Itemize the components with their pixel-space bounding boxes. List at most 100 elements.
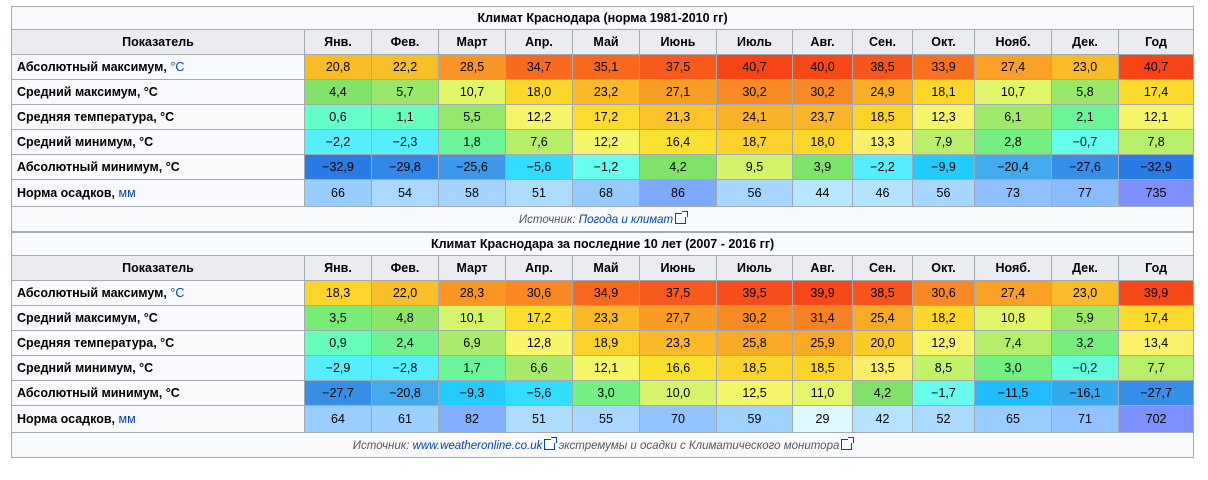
value-cell: 17,2	[505, 305, 573, 331]
source-link[interactable]: www.weatheronline.co.uk	[412, 439, 543, 452]
value-cell: 18,9	[572, 330, 640, 356]
source-link[interactable]: Погода и климат	[578, 213, 674, 226]
column-header-month: Фев.	[371, 29, 439, 55]
value-cell: 27,1	[639, 79, 717, 105]
precipitation-row: Норма осадков, мм 66 54 58 51 68 86 56 44 46 56 73 7…	[11, 179, 1195, 207]
value-cell: 68	[572, 179, 640, 207]
unit-link[interactable]: °C	[170, 60, 185, 74]
column-header-month: Сен.	[852, 29, 913, 55]
table-row: Средний максимум, °C 3,5 4,8 10,1 17,2 23,3 27…	[11, 305, 1195, 331]
unit-link[interactable]: °C	[170, 286, 185, 300]
source-row: Источник: Погода и климат	[10, 206, 1195, 232]
precipitation-row: Норма осадков, мм 64 61 82 51 55 70 59 29 42 52 65 7…	[11, 405, 1195, 433]
source-note: Источник: www.weatheronline.co.uk экстре…	[10, 432, 1195, 458]
row-label-text: Средний минимум, °C	[17, 361, 154, 375]
column-header-month: Июнь	[639, 255, 717, 281]
value-cell: 16,6	[639, 355, 717, 381]
row-label-text: Средняя температура, °C	[17, 110, 175, 124]
row-label-text: Абсолютный минимум, °C	[17, 160, 180, 174]
value-cell: −32,9	[304, 154, 372, 180]
column-header-month: Фев.	[371, 255, 439, 281]
column-header-month: Янв.	[304, 29, 372, 55]
column-header-month: Июль	[716, 255, 793, 281]
year-value-cell: 17,4	[1117, 79, 1195, 105]
value-cell: 18,7	[716, 129, 793, 155]
value-cell: 66	[304, 179, 372, 207]
row-label: Средняя температура, °C	[11, 104, 305, 130]
table-caption: Климат Краснодара (норма 1981-2010 гг)	[10, 6, 1195, 30]
value-cell: −2,8	[371, 355, 439, 381]
value-cell: 39,5	[716, 280, 793, 306]
year-value-cell: −32,9	[1117, 154, 1195, 180]
external-link-icon	[841, 436, 855, 450]
value-cell: 22,2	[371, 54, 439, 80]
value-cell: 6,1	[974, 104, 1052, 130]
year-value-cell: 12,1	[1117, 104, 1195, 130]
value-cell: 12,1	[572, 355, 640, 381]
column-header-month: Дек.	[1051, 255, 1119, 281]
source-suffix: экстремумы и осадки с Климатического мон…	[555, 439, 840, 452]
value-cell: −16,1	[1051, 380, 1119, 406]
value-cell: −1,2	[572, 154, 640, 180]
row-label-text: Абсолютный максимум,	[17, 286, 167, 300]
value-cell: −9,9	[912, 154, 975, 180]
value-cell: −9,3	[438, 380, 506, 406]
row-label-text: Абсолютный максимум,	[17, 60, 167, 74]
value-cell: 2,4	[371, 330, 439, 356]
value-cell: −1,7	[912, 380, 975, 406]
value-cell: 30,6	[912, 280, 975, 306]
value-cell: 25,9	[792, 330, 853, 356]
value-cell: −2,9	[304, 355, 372, 381]
unit-link[interactable]: мм	[118, 412, 136, 426]
value-cell: −27,6	[1051, 154, 1119, 180]
unit-link[interactable]: мм	[118, 186, 136, 200]
column-header-month: Янв.	[304, 255, 372, 281]
row-label: Средняя температура, °C	[11, 330, 305, 356]
value-cell: 61	[371, 405, 439, 433]
value-cell: 27,7	[639, 305, 717, 331]
value-cell: 44	[792, 179, 853, 207]
value-cell: 12,3	[912, 104, 975, 130]
column-header-year: Год	[1117, 29, 1195, 55]
value-cell: −0,7	[1051, 129, 1119, 155]
climate-tables-container: Климат Краснодара (норма 1981-2010 гг) По…	[10, 6, 1195, 458]
value-cell: 77	[1051, 179, 1119, 207]
value-cell: 35,1	[572, 54, 640, 80]
value-cell: 2,8	[974, 129, 1052, 155]
column-header-month: Март	[438, 29, 506, 55]
row-label: Норма осадков, мм	[11, 405, 305, 433]
value-cell: 18,5	[792, 355, 853, 381]
value-cell: 29	[792, 405, 853, 433]
row-label-text: Средний максимум, °C	[17, 85, 158, 99]
value-cell: 18,3	[304, 280, 372, 306]
value-cell: 4,4	[304, 79, 372, 105]
value-cell: 23,3	[572, 305, 640, 331]
value-cell: 51	[505, 179, 573, 207]
value-cell: 39,9	[792, 280, 853, 306]
column-header-parameter: Показатель	[11, 255, 305, 281]
value-cell: 23,7	[792, 104, 853, 130]
value-cell: 7,9	[912, 129, 975, 155]
value-cell: −27,7	[304, 380, 372, 406]
value-cell: 30,2	[716, 79, 793, 105]
row-label: Средний максимум, °C	[11, 79, 305, 105]
table-row: Средний максимум, °C 4,4 5,7 10,7 18,0 23,2 27…	[11, 79, 1195, 105]
value-cell: 5,8	[1051, 79, 1119, 105]
row-label: Абсолютный максимум, °C	[11, 54, 305, 80]
value-cell: 23,2	[572, 79, 640, 105]
year-value-cell: 735	[1117, 179, 1195, 207]
column-header-month: Авг.	[792, 29, 853, 55]
value-cell: 18,5	[852, 104, 913, 130]
value-cell: 55	[572, 405, 640, 433]
value-cell: 28,3	[438, 280, 506, 306]
row-label: Средний минимум, °C	[11, 129, 305, 155]
column-header-month: Май	[572, 29, 640, 55]
value-cell: 65	[974, 405, 1052, 433]
value-cell: 12,9	[912, 330, 975, 356]
value-cell: 24,9	[852, 79, 913, 105]
column-header-month: Дек.	[1051, 29, 1119, 55]
table-row: Абсолютный максимум, °C 18,3 22,0 28,3 30,6 3…	[11, 280, 1195, 306]
value-cell: 2,1	[1051, 104, 1119, 130]
source-row: Источник: www.weatheronline.co.uk экстре…	[10, 432, 1195, 458]
value-cell: 18,0	[505, 79, 573, 105]
